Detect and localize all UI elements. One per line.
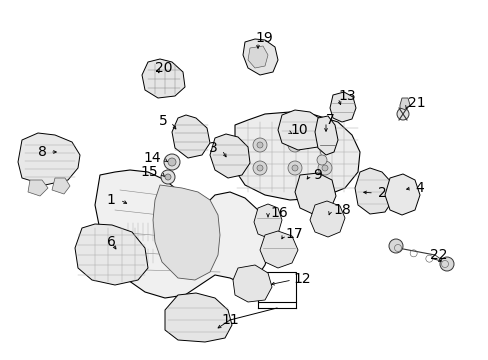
Text: 11: 11 <box>221 313 238 327</box>
Polygon shape <box>142 59 184 98</box>
Polygon shape <box>209 134 249 178</box>
Bar <box>125 248 155 264</box>
Circle shape <box>439 257 453 271</box>
Text: 3: 3 <box>209 141 218 155</box>
Polygon shape <box>52 178 70 194</box>
Polygon shape <box>172 115 209 158</box>
Bar <box>258 272 295 302</box>
Circle shape <box>316 155 326 165</box>
Polygon shape <box>75 224 148 285</box>
Text: 1: 1 <box>106 193 115 207</box>
Polygon shape <box>164 293 231 342</box>
Text: 15: 15 <box>140 165 158 179</box>
Polygon shape <box>18 133 80 185</box>
Text: 20: 20 <box>155 61 172 75</box>
Polygon shape <box>309 201 345 237</box>
Circle shape <box>252 161 266 175</box>
Circle shape <box>317 138 331 152</box>
Text: 2: 2 <box>377 186 386 200</box>
Text: 21: 21 <box>407 96 425 110</box>
Text: 18: 18 <box>332 203 350 217</box>
Circle shape <box>291 142 297 148</box>
Circle shape <box>163 154 180 170</box>
Text: 6: 6 <box>107 235 116 249</box>
Polygon shape <box>235 112 359 200</box>
Circle shape <box>257 165 263 171</box>
Text: 22: 22 <box>429 248 447 262</box>
Polygon shape <box>329 92 355 122</box>
Text: 16: 16 <box>269 206 287 220</box>
Text: 7: 7 <box>325 113 334 127</box>
Polygon shape <box>260 231 297 268</box>
Circle shape <box>321 165 327 171</box>
Text: 14: 14 <box>143 151 161 165</box>
Polygon shape <box>153 185 220 280</box>
Bar <box>125 222 155 242</box>
Text: 13: 13 <box>337 89 355 103</box>
Polygon shape <box>384 174 419 215</box>
Text: 12: 12 <box>292 272 310 286</box>
Polygon shape <box>314 116 337 155</box>
Circle shape <box>161 170 175 184</box>
Polygon shape <box>253 204 282 238</box>
Circle shape <box>164 174 171 180</box>
Circle shape <box>396 108 408 120</box>
Polygon shape <box>399 98 409 110</box>
Polygon shape <box>28 180 48 196</box>
Text: 19: 19 <box>254 31 272 45</box>
Polygon shape <box>354 168 392 214</box>
Circle shape <box>287 161 302 175</box>
Polygon shape <box>278 110 325 150</box>
Text: 10: 10 <box>289 123 307 137</box>
Circle shape <box>388 239 402 253</box>
Circle shape <box>291 165 297 171</box>
Circle shape <box>321 142 327 148</box>
Ellipse shape <box>175 208 195 222</box>
Text: 8: 8 <box>38 145 47 159</box>
Circle shape <box>252 138 266 152</box>
Polygon shape <box>95 170 269 298</box>
Polygon shape <box>243 39 278 75</box>
Circle shape <box>287 138 302 152</box>
Text: 17: 17 <box>285 227 302 241</box>
Circle shape <box>257 142 263 148</box>
Polygon shape <box>232 265 271 302</box>
Polygon shape <box>294 173 335 215</box>
Circle shape <box>317 161 331 175</box>
Text: 4: 4 <box>414 181 423 195</box>
Circle shape <box>168 158 176 166</box>
Ellipse shape <box>171 229 199 251</box>
Polygon shape <box>247 46 267 68</box>
Text: 5: 5 <box>159 114 168 128</box>
Text: 9: 9 <box>312 168 321 182</box>
